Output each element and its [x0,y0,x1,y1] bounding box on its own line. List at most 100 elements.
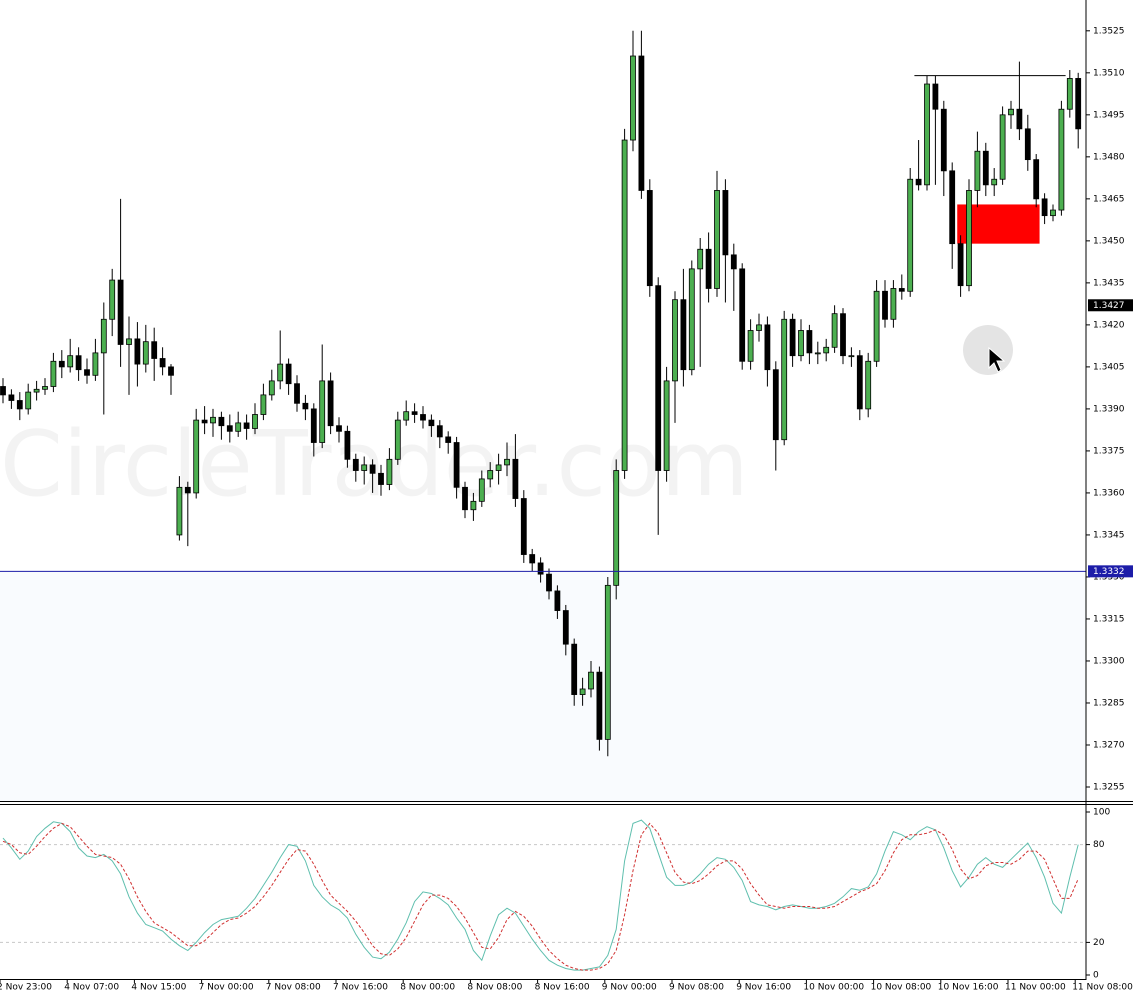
candle-body [966,190,972,287]
y-tick-label: 1.3420 [1093,320,1125,330]
x-tick-label: 2 Nov 23:00 [0,983,52,990]
candle-body [546,573,552,592]
candle-body [898,288,905,292]
level-price-box [1088,565,1133,578]
y-tick-label: 1.3345 [1093,530,1125,540]
candle-body [84,369,90,376]
candle-body [235,422,242,432]
candle-body [394,419,401,460]
candle-body [520,498,527,555]
candle-body [420,414,426,421]
candle-body [957,243,964,287]
candle-body [142,341,149,365]
candle-body [285,363,292,385]
y-tick-label: 80 [1093,840,1105,850]
candle-body [1066,78,1073,110]
candle-body [882,290,888,320]
candle-body [327,380,334,427]
candle-body [554,590,561,611]
x-tick-label: 9 Nov 00:00 [602,983,657,990]
candle-body [277,363,284,382]
candle-body [739,268,746,362]
candle-body [663,380,670,471]
candle-body [386,458,393,485]
candle-body [369,464,376,474]
candle-body [1008,108,1014,116]
candle-body [856,355,863,410]
y-tick-label: 1.3390 [1093,404,1125,414]
candle-body [117,279,124,345]
current-price-label: 1.3427 [1093,301,1125,311]
candle-body [445,436,452,443]
y-tick-label: 1.3315 [1093,614,1125,624]
candle-body [25,391,32,410]
candle-body [495,464,502,471]
candle-body [403,411,410,421]
candle-body [630,55,636,141]
candle-body [378,472,384,485]
candle-body [243,422,250,429]
candle-body [949,170,956,245]
candle-body [915,178,922,186]
y-tick-label: 100 [1093,808,1110,818]
cursor [963,325,1013,375]
candle-body [672,299,678,382]
y-tick-label: 0 [1093,971,1099,981]
candle-body [604,584,611,740]
x-tick-label: 10 Nov 08:00 [871,983,932,990]
candle-body [92,352,99,376]
candle-body [865,360,872,410]
candle-body [310,408,317,443]
candle-body [411,411,418,415]
candle-body [504,458,510,466]
candle-body [873,290,880,362]
candle-body [159,358,166,368]
candle-body [722,190,729,256]
candle-body [436,425,443,438]
candle-body [302,402,309,410]
candle-body [470,500,477,511]
y-tick-label: 1.3465 [1093,194,1125,204]
watermark: CircleTrader.com [0,412,749,517]
candle-body [201,419,208,424]
y-tick-label: 1.3330 [1093,572,1125,582]
candle-body [428,419,435,427]
candle-body [1024,128,1031,161]
candle-body [33,388,40,393]
candle-body [16,400,23,410]
x-tick-label: 10 Nov 16:00 [938,983,999,990]
candle-body [798,330,804,357]
y-tick-label: 1.3270 [1093,740,1125,750]
y-tick-label: 1.3360 [1093,488,1125,498]
level-price-label: 1.3332 [1093,567,1125,577]
candle-body [193,419,200,494]
candle-body [781,318,788,441]
candle-body [789,318,796,357]
candle-body [655,285,662,471]
candle-body [453,442,460,488]
candle-body [100,318,107,354]
candle-body [714,190,720,289]
y-tick-label: 1.3510 [1093,68,1125,78]
candle-body [999,114,1006,180]
y-tick-label: 20 [1093,938,1105,948]
y-tick-label: 1.3525 [1093,26,1125,36]
candle-body [134,338,141,365]
y-tick-label: 1.3255 [1093,782,1125,792]
x-tick-label: 7 Nov 00:00 [199,983,254,990]
candle-body [932,83,939,110]
candle-body [462,486,468,511]
candle-body [579,688,586,695]
candle-body [831,313,838,348]
candle-body [58,360,65,368]
x-tick-label: 10 Nov 00:00 [803,983,864,990]
candle-body [613,470,620,586]
candle-body [924,83,930,186]
candle-body [730,254,737,270]
candle-body [294,383,300,404]
candle-body [764,324,771,371]
candle-body [210,416,216,424]
candle-body [1058,108,1065,211]
